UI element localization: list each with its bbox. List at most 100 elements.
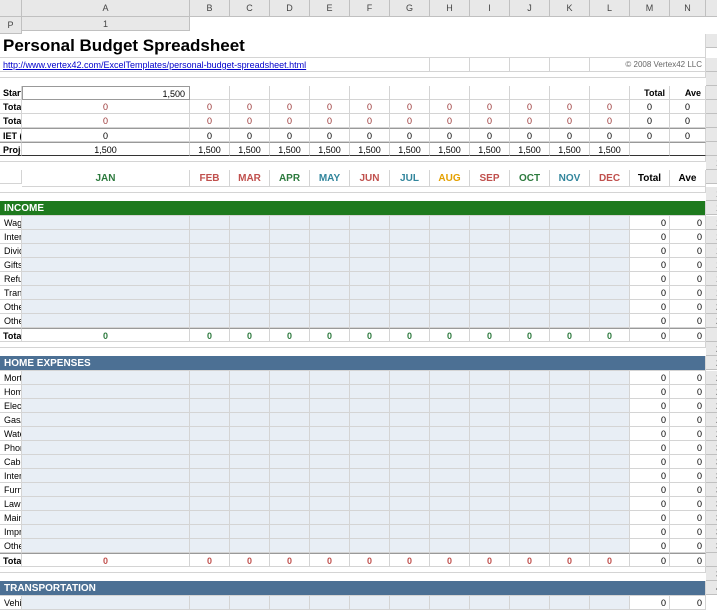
line-item-cell[interactable] — [230, 413, 270, 427]
line-item-cell[interactable] — [230, 216, 270, 230]
income-month-val[interactable]: 0 — [350, 100, 390, 114]
row-header[interactable]: 40 — [706, 581, 717, 595]
line-item-cell[interactable] — [510, 244, 550, 258]
line-item-cell[interactable] — [590, 385, 630, 399]
line-item-label[interactable]: Home/Rental Insurance — [0, 385, 22, 399]
line-item-cell[interactable] — [390, 596, 430, 610]
line-item-cell[interactable] — [270, 216, 310, 230]
line-item-cell[interactable] — [22, 413, 190, 427]
row-header[interactable]: 34 — [706, 497, 717, 511]
empty[interactable] — [350, 86, 390, 100]
income-month-val[interactable]: 0 — [270, 100, 310, 114]
line-item-cell[interactable] — [350, 216, 390, 230]
line-item-cell[interactable] — [390, 497, 430, 511]
line-item-cell[interactable] — [390, 272, 430, 286]
line-item-cell[interactable] — [470, 413, 510, 427]
line-item-cell[interactable] — [270, 230, 310, 244]
line-item-cell[interactable] — [190, 427, 230, 441]
expense-month-val[interactable]: 0 — [310, 114, 350, 128]
row-header[interactable]: 37 — [706, 539, 717, 553]
line-item-cell[interactable] — [590, 525, 630, 539]
col-header[interactable]: E — [310, 0, 350, 17]
line-item-cell[interactable] — [590, 539, 630, 553]
line-item-label[interactable]: Lawn/Garden — [0, 497, 22, 511]
line-item-cell[interactable] — [550, 385, 590, 399]
line-item-cell[interactable] — [230, 596, 270, 610]
line-item-cell[interactable] — [310, 371, 350, 385]
line-item-cell[interactable] — [390, 286, 430, 300]
line-item-cell[interactable] — [230, 455, 270, 469]
line-item-cell[interactable] — [390, 230, 430, 244]
row-header[interactable] — [706, 170, 717, 184]
income-month-val[interactable]: 0 — [22, 100, 190, 114]
income-month-val[interactable]: 0 — [510, 100, 550, 114]
line-item-cell[interactable] — [590, 497, 630, 511]
line-item-cell[interactable] — [310, 441, 350, 455]
line-item-cell[interactable] — [270, 300, 310, 314]
line-item-cell[interactable] — [22, 469, 190, 483]
line-item-cell[interactable] — [590, 216, 630, 230]
line-item-label[interactable]: Improvements — [0, 525, 22, 539]
line-item-cell[interactable] — [22, 539, 190, 553]
line-item-cell[interactable] — [350, 286, 390, 300]
row-header[interactable]: 31 — [706, 455, 717, 469]
line-item-label[interactable]: Mortgage/Rent — [0, 371, 22, 385]
income-month-val[interactable]: 0 — [390, 100, 430, 114]
line-item-cell[interactable] — [550, 371, 590, 385]
row-header[interactable]: 19 — [706, 286, 717, 300]
line-item-cell[interactable] — [190, 244, 230, 258]
income-month-val[interactable]: 0 — [310, 100, 350, 114]
line-item-cell[interactable] — [230, 230, 270, 244]
line-item-cell[interactable] — [350, 413, 390, 427]
line-item-cell[interactable] — [270, 371, 310, 385]
line-item-cell[interactable] — [470, 525, 510, 539]
line-item-cell[interactable] — [590, 286, 630, 300]
row-header[interactable]: 36 — [706, 525, 717, 539]
line-item-cell[interactable] — [230, 300, 270, 314]
line-item-cell[interactable] — [430, 441, 470, 455]
line-item-cell[interactable] — [390, 441, 430, 455]
empty[interactable] — [510, 86, 550, 100]
line-item-label[interactable]: Interest Income — [0, 230, 22, 244]
line-item-cell[interactable] — [390, 413, 430, 427]
row-header[interactable]: 25 — [706, 371, 717, 385]
line-item-cell[interactable] — [390, 385, 430, 399]
line-item-cell[interactable] — [190, 511, 230, 525]
line-item-cell[interactable] — [430, 230, 470, 244]
empty[interactable] — [230, 86, 270, 100]
line-item-cell[interactable] — [230, 441, 270, 455]
empty[interactable] — [510, 58, 550, 72]
line-item-label[interactable]: Wages & Tips — [0, 216, 22, 230]
empty[interactable] — [470, 58, 510, 72]
line-item-cell[interactable] — [430, 244, 470, 258]
line-item-cell[interactable] — [510, 216, 550, 230]
line-item-cell[interactable] — [350, 371, 390, 385]
line-item-cell[interactable] — [310, 525, 350, 539]
line-item-cell[interactable] — [510, 469, 550, 483]
line-item-cell[interactable] — [310, 258, 350, 272]
line-item-cell[interactable] — [550, 272, 590, 286]
line-item-cell[interactable] — [22, 596, 190, 610]
line-item-cell[interactable] — [430, 286, 470, 300]
line-item-cell[interactable] — [590, 399, 630, 413]
expense-month-val[interactable]: 0 — [270, 114, 310, 128]
line-item-cell[interactable] — [510, 596, 550, 610]
line-item-cell[interactable] — [470, 230, 510, 244]
row-header[interactable] — [706, 553, 717, 567]
line-item-cell[interactable] — [230, 286, 270, 300]
line-item-cell[interactable] — [550, 525, 590, 539]
line-item-cell[interactable] — [230, 371, 270, 385]
line-item-cell[interactable] — [310, 385, 350, 399]
line-item-label[interactable]: Cable/Satellite — [0, 455, 22, 469]
line-item-cell[interactable] — [510, 385, 550, 399]
line-item-cell[interactable] — [510, 483, 550, 497]
income-month-val[interactable]: 0 — [590, 100, 630, 114]
row-header[interactable]: 28 — [706, 413, 717, 427]
line-item-cell[interactable] — [310, 483, 350, 497]
line-item-label[interactable]: Gas/Oil — [0, 413, 22, 427]
line-item-cell[interactable] — [270, 385, 310, 399]
expense-month-val[interactable]: 0 — [390, 114, 430, 128]
empty[interactable] — [0, 72, 706, 78]
empty[interactable] — [270, 86, 310, 100]
empty[interactable] — [0, 342, 706, 348]
